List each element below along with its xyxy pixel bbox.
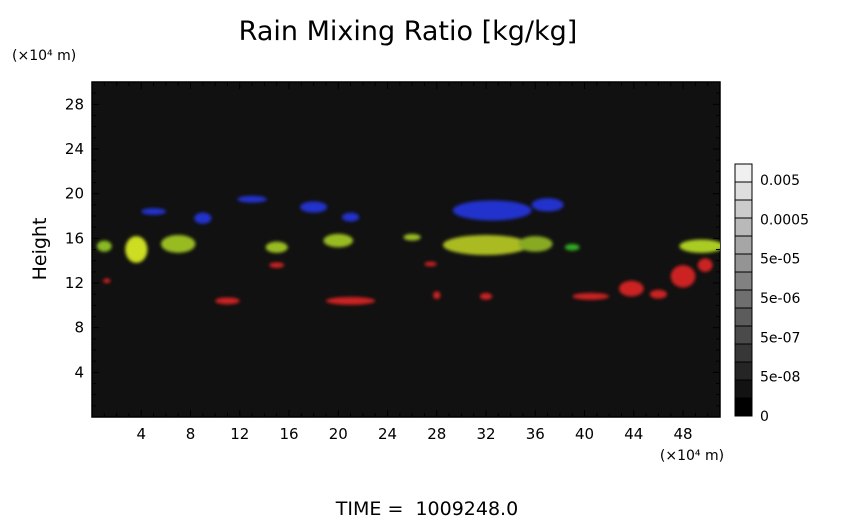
field-region-23 (479, 293, 493, 300)
field-region-13 (442, 234, 530, 256)
y-axis-label: Height (29, 218, 51, 281)
colorbar-label: 0.0005 (760, 212, 809, 228)
x-axis: 4 8 12 16 20 24 28 32 36 40 44 48 (103, 82, 709, 443)
field-region-27 (670, 265, 696, 288)
x-tick-label: 4 (136, 425, 146, 443)
time-label: TIME = 1009248.0 (335, 498, 518, 519)
x-tick-label: 32 (476, 425, 495, 443)
plot-area (91, 81, 721, 418)
field-region-8 (125, 236, 148, 263)
field-region-3 (300, 201, 328, 213)
colorbar-level (734, 217, 753, 237)
colorbar: 0.005 0.0005 5e-05 5e-06 5e-07 5e-08 0 (734, 163, 809, 425)
y-tick-label: 28 (65, 95, 84, 113)
field-region-14 (518, 236, 553, 252)
x-tick-label: 48 (674, 425, 693, 443)
colorbar-label: 5e-06 (760, 291, 800, 307)
field-region-0 (141, 208, 166, 215)
x-tick-label: 40 (575, 425, 594, 443)
field-region-28 (697, 258, 713, 272)
field-region-21 (424, 261, 437, 267)
field-region-18 (269, 262, 285, 268)
x-tick-label: 8 (186, 425, 196, 443)
x-tick-label: 24 (378, 425, 397, 443)
field-region-6 (531, 198, 564, 212)
field-region-16 (679, 239, 720, 253)
field-region-15 (564, 243, 580, 251)
y-tick-label: 16 (65, 229, 84, 247)
chart-title: Rain Mixing Ratio [kg/kg] (239, 16, 578, 47)
colorbar-label: 5e-07 (760, 330, 800, 346)
colorbar-level (734, 289, 753, 309)
x-tick-label: 28 (427, 425, 446, 443)
y-tick-label: 8 (74, 319, 84, 337)
y-axis-unit: (×10⁴ m) (12, 48, 76, 64)
colorbar-level (734, 181, 753, 201)
field-region-5 (452, 200, 532, 221)
field-region-12 (403, 233, 421, 241)
y-tick-label: 20 (65, 185, 84, 203)
colorbar-level (734, 307, 753, 327)
field-region-11 (323, 233, 354, 248)
x-tick-label: 12 (230, 425, 249, 443)
colorbar-label: 0.005 (760, 173, 800, 189)
field-region-9 (160, 234, 196, 253)
colorbar-level (734, 253, 753, 273)
y-axis: 4 8 12 16 20 24 28 (65, 92, 720, 407)
colorbar-label: 5e-08 (760, 370, 800, 386)
field-region-22 (433, 291, 441, 300)
colorbar-level (734, 199, 753, 219)
field-region-1 (194, 212, 212, 224)
field-region-25 (619, 280, 644, 297)
colorbar-level (734, 163, 753, 183)
field-regions (96, 195, 720, 305)
y-tick-label: 4 (74, 363, 84, 381)
x-tick-label: 16 (279, 425, 298, 443)
x-tick-label: 20 (329, 425, 348, 443)
field-region-2 (237, 195, 267, 203)
field-region-19 (215, 297, 240, 305)
field-region-26 (649, 289, 668, 299)
colorbar-level (734, 379, 753, 399)
colorbar-level (734, 235, 753, 255)
field-region-17 (103, 278, 111, 283)
colorbar-level (734, 343, 753, 363)
y-tick-label: 24 (65, 140, 84, 158)
colorbar-level (734, 325, 753, 345)
x-axis-unit: (×10⁴ m) (660, 448, 724, 464)
field-region-20 (325, 296, 376, 305)
field-region-24 (572, 293, 610, 300)
x-tick-label: 44 (624, 425, 643, 443)
field-region-10 (265, 241, 288, 253)
colorbar-label: 0 (760, 409, 769, 425)
colorbar-level (734, 361, 753, 381)
field-region-4 (341, 212, 360, 222)
x-tick-label: 36 (526, 425, 545, 443)
colorbar-label: 5e-05 (760, 252, 800, 268)
field-region-7 (96, 240, 112, 252)
y-tick-label: 12 (65, 274, 84, 292)
colorbar-level (734, 397, 753, 417)
colorbar-level (734, 271, 753, 291)
